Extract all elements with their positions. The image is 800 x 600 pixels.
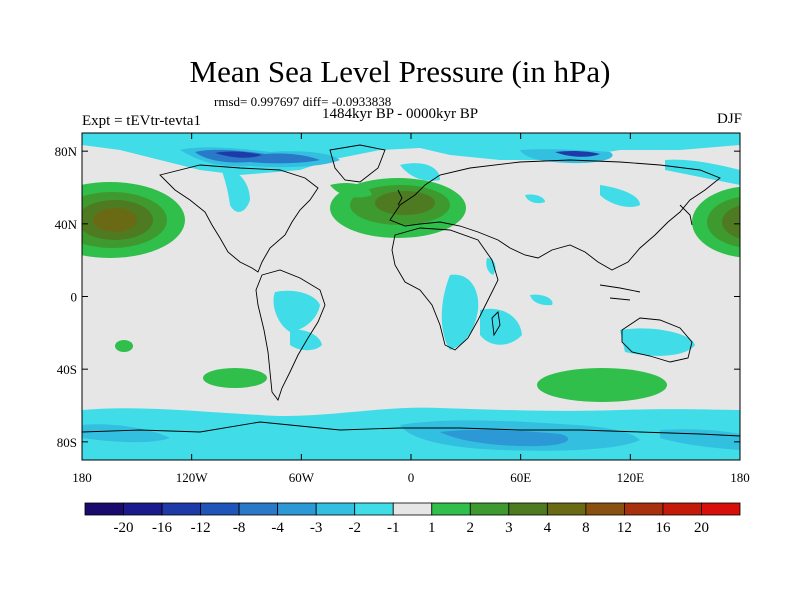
stats-text: rmsd= 0.997697 diff= -0.0933838 (214, 94, 392, 109)
colorbar-swatch (662, 502, 702, 516)
east-pacific-positive-small (115, 340, 133, 352)
period-text: 1484kyr BP - 0000kyr BP (322, 106, 479, 122)
lon-tick-label: 120E (617, 470, 645, 485)
coastline-japan (679, 204, 693, 226)
colorbar-swatch (546, 502, 587, 516)
siberia-negative-core (555, 150, 600, 157)
colorbar-swatch (238, 502, 279, 516)
colorbar-swatch (469, 502, 510, 516)
latitude-ticks: 80N 40N 0 40S 80S (55, 144, 740, 450)
antarctic-west-core (82, 424, 170, 443)
coastlines (82, 144, 740, 437)
colorbar-level-label: 3 (505, 520, 513, 536)
pressure-anomaly-field (82, 133, 740, 460)
colorbar-swatch (315, 502, 356, 516)
antarctic-negative-deep (440, 429, 569, 447)
pacific-positive-west-2 (707, 196, 740, 248)
colorbar-swatch (585, 502, 625, 516)
lat-tick-label: 40N (55, 217, 78, 232)
canada-negative-lobe (220, 165, 250, 212)
colorbar-swatch (624, 502, 664, 516)
atlantic-tropical-negative (441, 274, 479, 350)
coastline-antarctica (82, 421, 740, 437)
colorbar-level-label: 12 (617, 520, 632, 536)
colorbar-level-label: -20 (114, 520, 134, 536)
south-indian-positive (537, 368, 667, 402)
colorbar-swatch (431, 502, 471, 516)
africa-negative-small (486, 258, 496, 275)
colorbar-swatch (277, 502, 317, 516)
lon-tick-label: 60E (510, 470, 531, 485)
pacific-positive-west-3 (722, 205, 740, 239)
colorbar-level-label: 20 (694, 520, 709, 536)
colorbar-swatch (84, 502, 124, 516)
antarctic-east-core (660, 429, 740, 450)
lat-tick-label: 0 (71, 290, 78, 305)
colorbar-swatch (508, 502, 548, 516)
atlantic-positive-lobe (330, 183, 372, 198)
coastline-madagascar (491, 311, 501, 337)
colorbar-swatch (392, 502, 433, 516)
colorbar-level-label: -1 (387, 520, 400, 536)
colorbar-swatch (161, 502, 201, 516)
colorbar-level-label: -4 (271, 520, 284, 536)
experiment-label: Expt = tEVtr-tevta1 (82, 113, 201, 129)
colorbar-level-label: 8 (582, 520, 590, 536)
coastline-eurasia (389, 159, 721, 271)
europe-positive-3 (375, 191, 435, 215)
lon-tick-label: 60W (289, 470, 315, 485)
lon-tick-label: 180 (730, 470, 750, 485)
colorbar-level-label: -8 (233, 520, 246, 536)
colorbar-level-label: -16 (152, 520, 172, 536)
longitude-ticks: 180 120W 60W 0 60E 120E 180 (72, 133, 750, 485)
lat-tick-label: 80S (57, 435, 77, 450)
colorbar: -20 -16 -12 -8 -4 -3 -2 -1 1 2 3 4 8 12 16 20 (84, 502, 741, 536)
lon-tick-label: 0 (408, 470, 415, 485)
asia-negative (600, 185, 640, 207)
colorbar-swatch (200, 502, 240, 516)
colorbar-swatch (354, 502, 394, 516)
season-label: DJF (716, 111, 742, 127)
coastline-africa (391, 227, 499, 351)
colorbar-level-label: -12 (191, 520, 211, 536)
lon-tick-label: 120W (176, 470, 209, 485)
pacific-west-negative (665, 159, 740, 185)
lat-tick-label: 40S (57, 362, 77, 377)
coastline-greenland (329, 144, 386, 183)
lat-tick-label: 80N (55, 144, 78, 159)
indian-ocean-negative (480, 308, 522, 345)
pacific-tropical-negative (273, 290, 320, 332)
south-america-negative (290, 329, 322, 351)
coastline-south-america (255, 269, 326, 401)
coastline-uk (397, 189, 403, 206)
pacific-positive-east-4 (93, 208, 137, 232)
colorbar-level-label: 16 (655, 520, 671, 536)
south-atlantic-positive (203, 368, 267, 388)
arctic-negative-deepest (215, 151, 262, 158)
mid-asia-negative (525, 194, 545, 204)
lon-tick-label: 180 (72, 470, 92, 485)
colorbar-swatch (701, 502, 741, 516)
australia-negative (620, 328, 695, 356)
colorbar-level-label: -3 (310, 520, 323, 536)
colorbar-level-label: 2 (467, 520, 475, 536)
coastline-north-america (159, 164, 319, 273)
colorbar-level-label: 4 (544, 520, 552, 536)
coastline-indonesia (599, 284, 641, 301)
colorbar-level-label: -2 (348, 520, 361, 536)
coastline-australia (621, 317, 693, 363)
west-pacific-negative (530, 294, 553, 306)
greenland-negative (400, 163, 440, 181)
colorbar-level-label: 1 (428, 520, 436, 536)
colorbar-swatch (123, 502, 163, 516)
map-title: Mean Sea Level Pressure (in hPa) (189, 54, 611, 89)
